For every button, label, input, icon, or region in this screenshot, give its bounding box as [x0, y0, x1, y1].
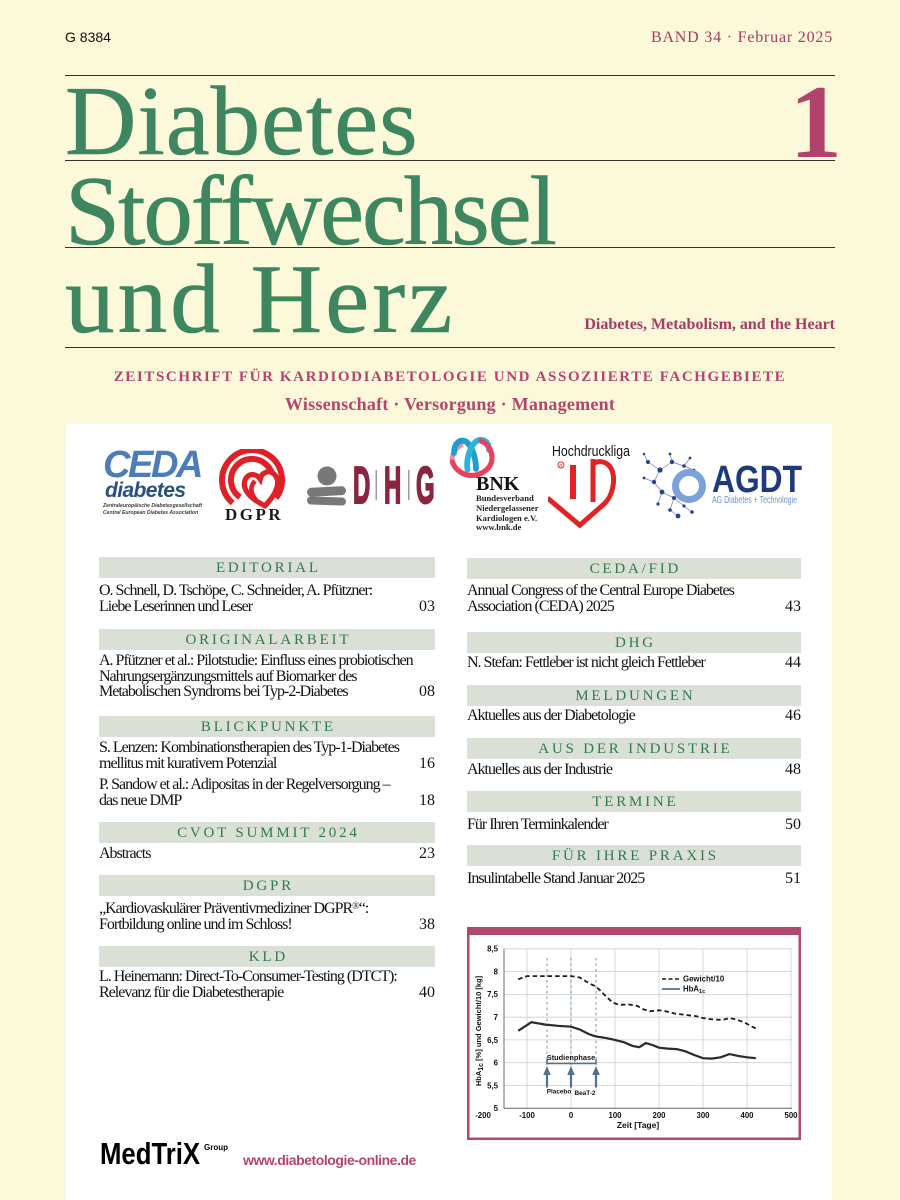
svg-text:5: 5: [494, 1104, 499, 1113]
svg-text:Placebo: Placebo: [547, 1089, 572, 1096]
svg-text:100: 100: [608, 1111, 622, 1120]
svg-text:HbA1c [%] und Gewicht/10 [kg]: HbA1c [%] und Gewicht/10 [kg]: [474, 975, 485, 1086]
svg-text:7,5: 7,5: [487, 990, 499, 999]
svg-text:AG Diabetes + Technologie: AG Diabetes + Technologie: [712, 494, 797, 506]
svg-text:400: 400: [740, 1111, 754, 1120]
svg-text:D: D: [353, 460, 370, 508]
svg-text:BeaT-2: BeaT-2: [575, 1090, 596, 1097]
svg-text:AGDT: AGDT: [712, 459, 802, 501]
svg-text:5,5: 5,5: [487, 1081, 499, 1090]
svg-text:DGPR: DGPR: [225, 505, 283, 523]
svg-text:500: 500: [784, 1111, 798, 1120]
svg-text:6: 6: [494, 1059, 499, 1068]
svg-text:8: 8: [494, 967, 499, 976]
svg-text:HbA1c: HbA1c: [683, 985, 705, 996]
svg-text:-200: -200: [475, 1111, 491, 1120]
svg-text:Gewicht/10: Gewicht/10: [683, 975, 725, 984]
svg-text:H: H: [384, 460, 401, 508]
svg-text:6,5: 6,5: [487, 1036, 499, 1045]
svg-text:Zeit [Tage]: Zeit [Tage]: [617, 1120, 660, 1130]
svg-text:300: 300: [696, 1111, 710, 1120]
svg-text:Studienphase: Studienphase: [547, 1053, 595, 1062]
svg-text:200: 200: [652, 1111, 666, 1120]
svg-text:7: 7: [494, 1013, 498, 1022]
svg-text:-100: -100: [519, 1111, 535, 1120]
svg-text:0: 0: [569, 1111, 574, 1120]
svg-text:R: R: [559, 463, 563, 468]
svg-text:G: G: [416, 460, 435, 508]
svg-text:8,5: 8,5: [487, 945, 499, 954]
